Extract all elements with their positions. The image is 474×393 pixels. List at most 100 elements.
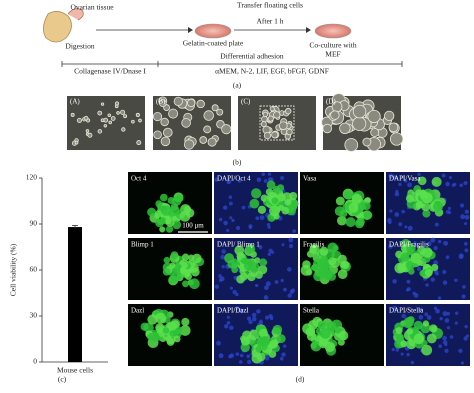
cell (168, 275, 177, 284)
micrograph (238, 96, 316, 150)
nucleus (463, 181, 468, 186)
cell (121, 127, 126, 132)
plate (314, 23, 352, 39)
image-label: (A) (70, 98, 80, 106)
cell (335, 196, 345, 206)
nucleus (444, 343, 448, 347)
nucleus (281, 352, 286, 357)
nucleus (464, 248, 469, 253)
cell (351, 193, 363, 205)
nucleus (459, 203, 465, 208)
cell (334, 206, 345, 217)
nucleus (389, 209, 393, 213)
cell (271, 197, 279, 205)
nucleus (292, 229, 296, 233)
cell (278, 121, 288, 130)
nucleus (392, 279, 397, 284)
nucleus (280, 278, 284, 283)
arrow-head (306, 27, 311, 33)
cell (169, 330, 176, 337)
nucleus (235, 225, 241, 231)
nucleus (246, 354, 251, 359)
nucleus (438, 344, 442, 349)
nucleus (239, 353, 244, 358)
nucleus (251, 312, 257, 318)
nucleus (464, 324, 468, 329)
y-axis-label: Cell viability (%) (9, 243, 18, 296)
nucleus (406, 352, 410, 357)
cell (159, 193, 168, 202)
nucleus (246, 359, 252, 365)
cell (203, 125, 212, 134)
cell (110, 116, 116, 121)
cell (410, 252, 422, 264)
bar (68, 227, 82, 362)
cell (272, 185, 280, 193)
cell (389, 132, 404, 146)
nucleus (221, 249, 226, 254)
cell (344, 138, 359, 152)
cell (160, 205, 172, 216)
nucleus (263, 295, 269, 300)
cell (255, 324, 263, 332)
cell (160, 136, 171, 147)
y-tick-label: 30 (30, 311, 38, 320)
cell (149, 331, 160, 342)
cell (364, 211, 373, 220)
text: αMEM, N-2, LIF, EGF, bFGF, GDNF (215, 67, 329, 76)
cell (266, 180, 276, 190)
cell (236, 274, 245, 284)
cell (405, 194, 415, 203)
nucleus (256, 177, 262, 183)
cell (249, 198, 260, 209)
panel-label: (a) (233, 81, 242, 90)
nucleus (264, 285, 269, 291)
nucleus (265, 315, 269, 320)
nucleus (455, 311, 459, 315)
cell (247, 272, 256, 282)
cell (100, 118, 105, 123)
nucleus (229, 286, 233, 290)
nucleus (426, 241, 432, 247)
image-label: DAPI/ Blimp 1 (217, 241, 260, 249)
cell (169, 262, 176, 269)
cell (243, 260, 254, 271)
cell (269, 205, 280, 217)
cell (74, 140, 79, 145)
cell (179, 325, 191, 336)
cell (181, 118, 191, 128)
nucleus (464, 209, 469, 214)
arrow-head (188, 27, 193, 33)
cell (370, 128, 380, 137)
cell (190, 267, 200, 277)
cell (313, 271, 324, 282)
nucleus (401, 209, 405, 214)
cell (395, 327, 403, 335)
nucleus (214, 177, 219, 182)
cell (136, 140, 142, 146)
cell (421, 344, 433, 356)
nucleus (416, 266, 422, 272)
plate (194, 23, 232, 39)
image-label: (C) (241, 98, 251, 106)
cell (272, 324, 283, 335)
cell (257, 265, 268, 275)
cell (259, 258, 268, 267)
tissue-icon (67, 8, 84, 21)
nucleus (437, 239, 442, 244)
cell (87, 132, 93, 138)
panel-label: (b) (233, 158, 242, 167)
cell (322, 123, 332, 134)
cell (426, 333, 437, 344)
cell (171, 320, 180, 329)
cell (100, 102, 105, 106)
nucleus (226, 315, 230, 319)
cell (160, 117, 169, 127)
cell (421, 247, 433, 258)
cell (159, 217, 167, 224)
nucleus (464, 222, 468, 226)
cell (203, 110, 214, 121)
nucleus (392, 175, 398, 180)
nucleus (446, 326, 451, 330)
cell (221, 124, 232, 135)
